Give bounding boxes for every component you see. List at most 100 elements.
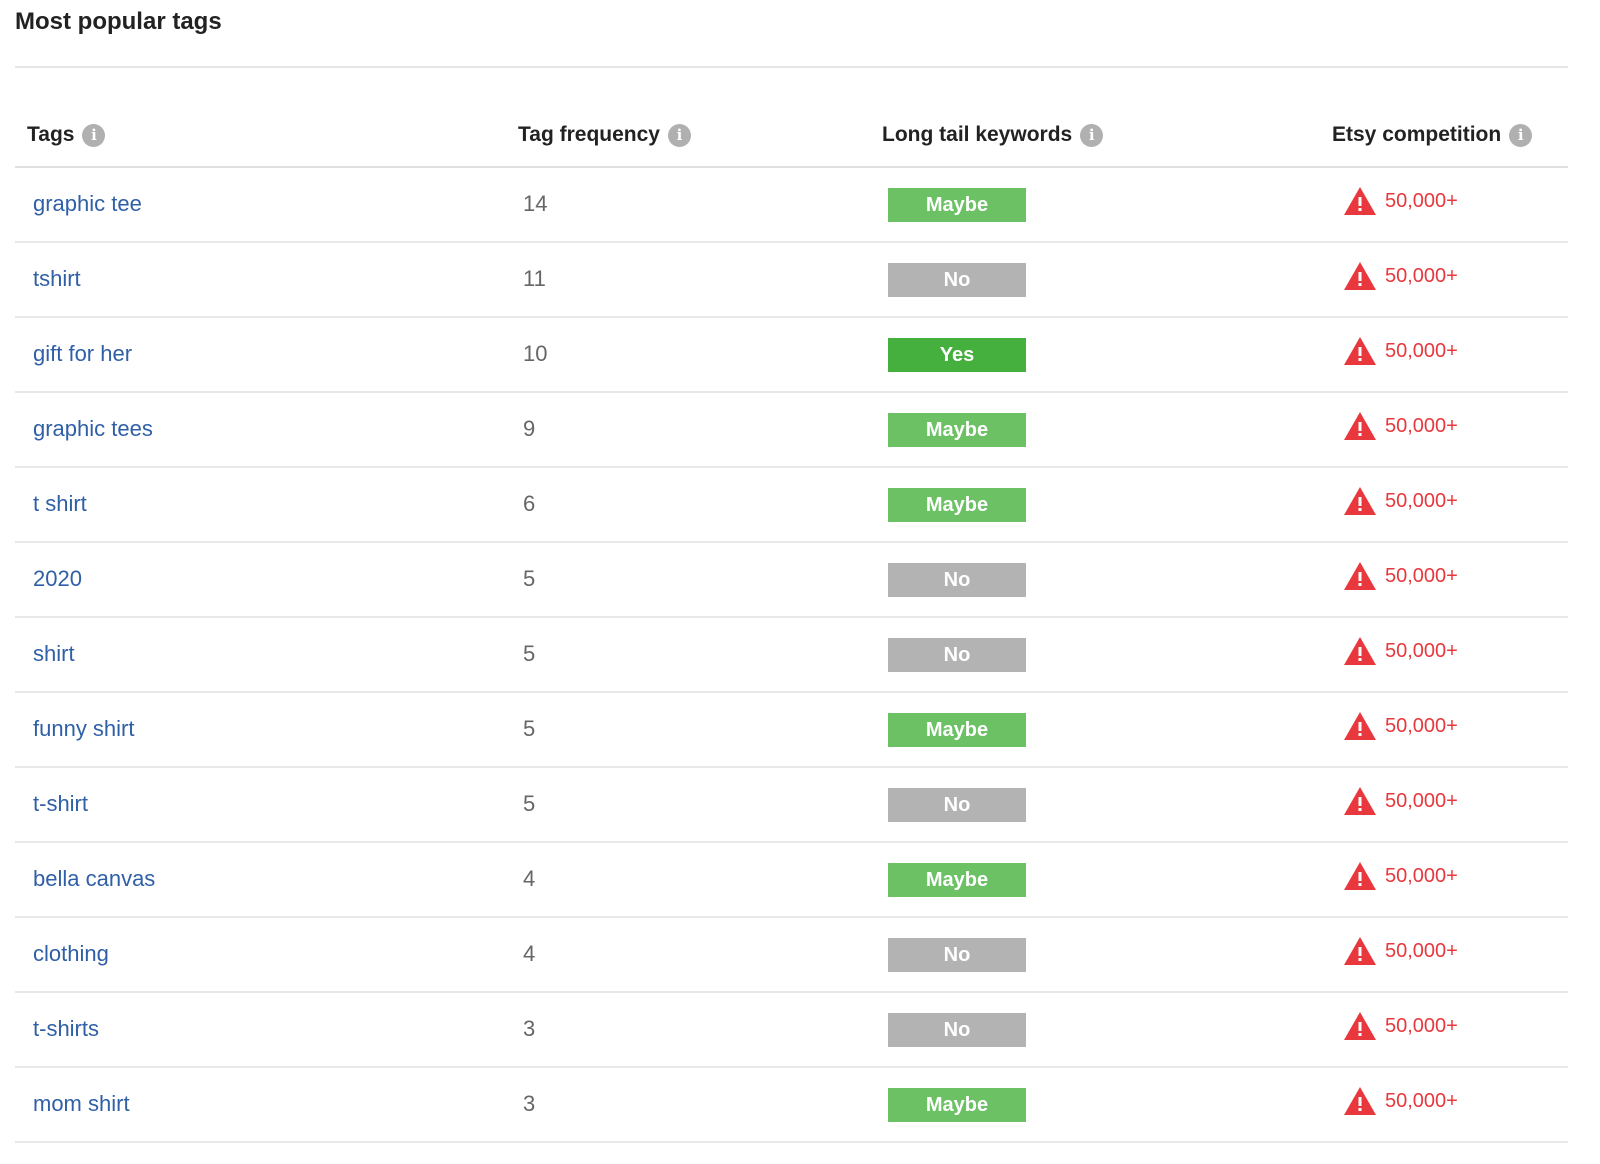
tag-frequency: 3 <box>523 1016 536 1041</box>
competition-value: 50,000+ <box>1385 489 1458 512</box>
tag-link[interactable]: tshirt <box>33 266 81 291</box>
long-tail-badge: No <box>888 638 1026 672</box>
warning-icon <box>1344 337 1376 365</box>
competition-value: 50,000+ <box>1385 939 1458 962</box>
tag-link[interactable]: gift for her <box>33 341 133 366</box>
long-tail-badge: No <box>888 263 1026 297</box>
header-tags: Tags i <box>27 123 106 147</box>
table-row: t shirt 6 Maybe 50,000+ <box>15 468 1568 543</box>
competition-value: 50,000+ <box>1385 789 1458 812</box>
warning-icon <box>1344 862 1376 890</box>
tag-link[interactable]: t-shirts <box>33 1016 99 1041</box>
tag-frequency: 5 <box>523 716 536 741</box>
info-icon[interactable]: i <box>1509 123 1533 147</box>
tags-table: Tags i Tag frequency i Long tail keywords i… <box>15 105 1568 1143</box>
competition-value: 50,000+ <box>1385 264 1458 287</box>
long-tail-badge: No <box>888 563 1026 597</box>
long-tail-badge: Maybe <box>888 863 1026 897</box>
page-title: Most popular tags <box>15 8 222 35</box>
long-tail-badge: No <box>888 938 1026 972</box>
info-icon[interactable]: i <box>82 123 106 147</box>
long-tail-badge: Yes <box>888 338 1026 372</box>
long-tail-badge: No <box>888 1013 1026 1047</box>
competition-cell: 50,000+ <box>1343 486 1458 516</box>
competition-value: 50,000+ <box>1385 189 1458 212</box>
table-row: bella canvas 4 Maybe 50,000+ <box>15 843 1568 918</box>
warning-icon <box>1344 1012 1376 1040</box>
header-label: Tags <box>27 123 75 146</box>
tag-link[interactable]: t shirt <box>33 491 87 516</box>
header-frequency: Tag frequency i <box>518 123 691 147</box>
header-label: Tag frequency <box>518 123 660 146</box>
tag-link[interactable]: mom shirt <box>33 1091 130 1116</box>
competition-cell: 50,000+ <box>1343 861 1458 891</box>
header-long-tail: Long tail keywords i <box>882 123 1104 147</box>
warning-icon <box>1344 187 1376 215</box>
competition-cell: 50,000+ <box>1343 561 1458 591</box>
warning-icon <box>1344 712 1376 740</box>
warning-icon <box>1344 412 1376 440</box>
competition-cell: 50,000+ <box>1343 336 1458 366</box>
tag-link[interactable]: 2020 <box>33 566 82 591</box>
tag-frequency: 14 <box>523 191 548 216</box>
header-competition: Etsy competition i <box>1332 123 1533 147</box>
competition-cell: 50,000+ <box>1343 711 1458 741</box>
tag-link[interactable]: shirt <box>33 641 75 666</box>
tag-frequency: 5 <box>523 641 536 666</box>
competition-cell: 50,000+ <box>1343 786 1458 816</box>
divider <box>15 66 1568 68</box>
tag-link[interactable]: t-shirt <box>33 791 88 816</box>
competition-cell: 50,000+ <box>1343 261 1458 291</box>
table-row: tshirt 11 No 50,000+ <box>15 243 1568 318</box>
competition-value: 50,000+ <box>1385 564 1458 587</box>
table-row: shirt 5 No 50,000+ <box>15 618 1568 693</box>
tag-frequency: 9 <box>523 416 536 441</box>
tag-frequency: 5 <box>523 791 536 816</box>
header-label: Etsy competition <box>1332 123 1502 146</box>
table-row: graphic tee 14 Maybe 50,000+ <box>15 168 1568 243</box>
long-tail-badge: No <box>888 788 1026 822</box>
tag-frequency: 6 <box>523 491 536 516</box>
competition-value: 50,000+ <box>1385 1014 1458 1037</box>
long-tail-badge: Maybe <box>888 188 1026 222</box>
competition-cell: 50,000+ <box>1343 411 1458 441</box>
tag-link[interactable]: bella canvas <box>33 866 156 891</box>
table-row: funny shirt 5 Maybe 50,000+ <box>15 693 1568 768</box>
competition-cell: 50,000+ <box>1343 186 1458 216</box>
tag-frequency: 5 <box>523 566 536 591</box>
competition-cell: 50,000+ <box>1343 1086 1458 1116</box>
table-row: clothing 4 No 50,000+ <box>15 918 1568 993</box>
competition-cell: 50,000+ <box>1343 636 1458 666</box>
tag-frequency: 11 <box>523 266 546 291</box>
competition-value: 50,000+ <box>1385 339 1458 362</box>
tag-frequency: 4 <box>523 866 536 891</box>
table-row: 2020 5 No 50,000+ <box>15 543 1568 618</box>
tag-link[interactable]: clothing <box>33 941 109 966</box>
tag-frequency: 4 <box>523 941 536 966</box>
warning-icon <box>1344 1087 1376 1115</box>
long-tail-badge: Maybe <box>888 488 1026 522</box>
header-label: Long tail keywords <box>882 123 1073 146</box>
table-row: gift for her 10 Yes 50,000+ <box>15 318 1568 393</box>
tag-link[interactable]: graphic tees <box>33 416 153 441</box>
table-row: mom shirt 3 Maybe 50,000+ <box>15 1068 1568 1143</box>
table-body: graphic tee 14 Maybe 50,000+ tshirt 11 No 50,00… <box>15 168 1568 1143</box>
tag-link[interactable]: funny shirt <box>33 716 135 741</box>
tag-frequency: 10 <box>523 341 548 366</box>
competition-value: 50,000+ <box>1385 1089 1458 1112</box>
warning-icon <box>1344 562 1376 590</box>
tag-frequency: 3 <box>523 1091 536 1116</box>
info-icon[interactable]: i <box>1080 123 1104 147</box>
warning-icon <box>1344 487 1376 515</box>
warning-icon <box>1344 262 1376 290</box>
warning-icon <box>1344 787 1376 815</box>
table-header: Tags i Tag frequency i Long tail keywords i… <box>15 105 1568 168</box>
tag-link[interactable]: graphic tee <box>33 191 142 216</box>
competition-value: 50,000+ <box>1385 864 1458 887</box>
info-icon[interactable]: i <box>667 123 691 147</box>
table-row: t-shirts 3 No 50,000+ <box>15 993 1568 1068</box>
warning-icon <box>1344 637 1376 665</box>
competition-value: 50,000+ <box>1385 714 1458 737</box>
table-row: graphic tees 9 Maybe 50,000+ <box>15 393 1568 468</box>
long-tail-badge: Maybe <box>888 413 1026 447</box>
